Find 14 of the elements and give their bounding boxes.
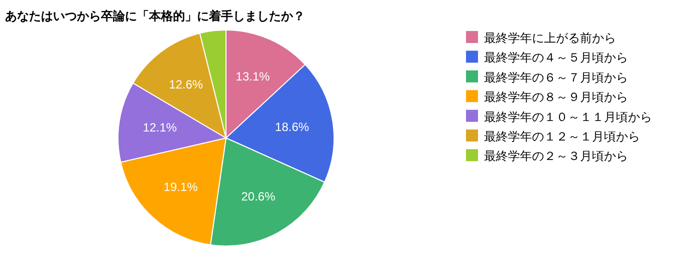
data-label: 18.6% bbox=[275, 120, 310, 134]
data-label: 12.1% bbox=[142, 120, 178, 135]
data-label: 13.1% bbox=[236, 70, 270, 84]
legend-label: 最終学年に上がる前から bbox=[484, 31, 616, 45]
legend-label: 最終学年の１０～１１月頃から bbox=[484, 110, 652, 124]
data-label: 12.6% bbox=[168, 77, 204, 92]
data-label: 20.6% bbox=[241, 190, 276, 204]
legend-label: 最終学年の８～９月頃から bbox=[484, 90, 628, 104]
legend-label: 最終学年の６～７月頃から bbox=[484, 70, 628, 84]
legend-label: 最終学年の１２～１月頃から bbox=[484, 130, 640, 144]
chart-title: あなたはいつから卒論に「本格的」に着手しましたか？ bbox=[5, 9, 305, 23]
legend-label: 最終学年の２～３月頃から bbox=[484, 149, 628, 164]
legend-label: 最終学年の４～５月頃から bbox=[484, 50, 628, 65]
data-label: 19.1% bbox=[164, 180, 198, 194]
